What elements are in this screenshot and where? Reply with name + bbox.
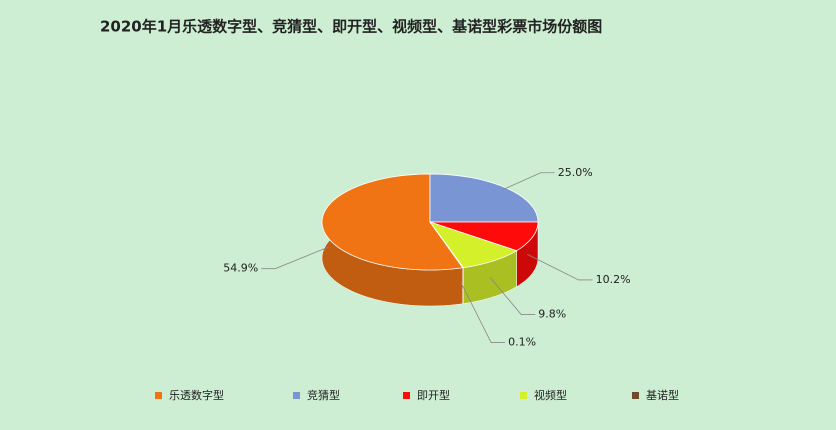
legend-marker: [403, 392, 410, 399]
data-label: 9.8%: [538, 308, 566, 321]
legend-label: 乐透数字型: [169, 388, 224, 402]
legend-label: 即开型: [417, 388, 450, 402]
legend-label: 基诺型: [646, 388, 679, 402]
data-label: 25.0%: [558, 166, 593, 179]
slice: [428, 221, 518, 269]
legend-marker: [520, 392, 527, 399]
leader-line: [489, 276, 536, 315]
legend-marker: [293, 392, 300, 399]
slice: [429, 221, 539, 252]
legend-marker: [632, 392, 639, 399]
legend-label: 视频型: [534, 388, 567, 402]
leader-line: [527, 254, 593, 281]
legend-marker: [155, 392, 162, 399]
slice: [429, 221, 465, 269]
chart-title: 2020年1月乐透数字型、竞猜型、即开型、视频型、基诺型彩票市场份额图: [100, 18, 602, 36]
leader-line: [261, 246, 329, 270]
legend-label: 竞猜型: [307, 388, 340, 402]
slice: [321, 173, 464, 271]
data-label: 54.9%: [223, 262, 258, 275]
leader-line: [502, 172, 555, 191]
data-label: 10.2%: [596, 273, 631, 286]
leader-line: [461, 283, 506, 343]
data-label: 0.1%: [508, 336, 536, 349]
